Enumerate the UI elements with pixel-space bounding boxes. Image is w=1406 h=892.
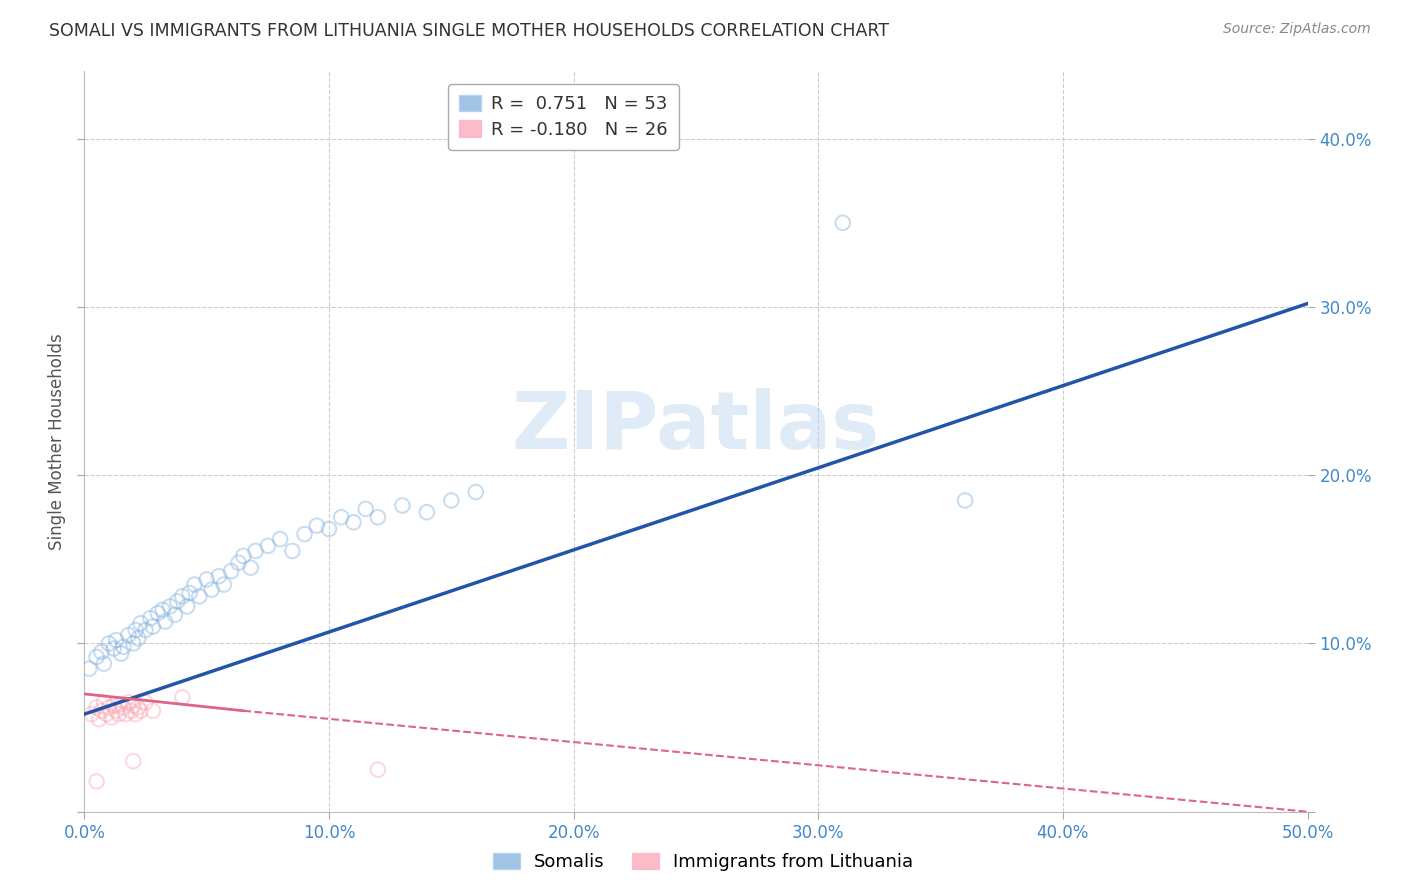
Point (90, 704, 112, 718)
Legend: R =  0.751   N = 53, R = -0.180   N = 26: R = 0.751 N = 53, R = -0.180 N = 26 (449, 84, 679, 150)
Point (105, 633, 128, 648)
Point (159, 599, 181, 614)
Point (97, 636, 120, 650)
Point (142, 619, 165, 633)
Point (117, 628, 139, 642)
Point (354, 501, 377, 516)
Y-axis label: Single Mother Households: Single Mother Households (48, 334, 66, 549)
Point (90, 645, 112, 659)
Point (107, 707, 129, 722)
Point (232, 549, 254, 563)
Point (166, 594, 188, 608)
Text: ZIPatlas: ZIPatlas (512, 388, 880, 466)
Point (129, 616, 152, 631)
Point (142, 704, 165, 718)
Point (330, 510, 353, 524)
Point (86, 774, 108, 789)
Point (135, 695, 157, 709)
Point (281, 544, 304, 558)
Point (367, 763, 389, 777)
Point (122, 636, 145, 650)
Point (228, 556, 250, 570)
Point (831, 216, 853, 230)
Point (257, 539, 280, 553)
Point (269, 532, 291, 546)
Point (208, 569, 231, 583)
Point (219, 564, 242, 578)
Point (122, 754, 145, 768)
Point (176, 599, 198, 614)
Point (100, 710, 122, 724)
Point (117, 695, 139, 709)
Point (120, 704, 142, 718)
Point (127, 700, 149, 714)
Point (80, 707, 103, 722)
Point (342, 516, 364, 530)
Point (112, 640, 135, 654)
Point (146, 606, 169, 620)
Point (135, 623, 157, 637)
Point (367, 510, 389, 524)
Point (97, 700, 120, 714)
Point (125, 707, 148, 722)
Point (77, 662, 100, 676)
Point (416, 505, 439, 519)
Point (152, 603, 174, 617)
Point (103, 698, 125, 713)
Point (105, 704, 128, 718)
Point (86, 649, 108, 664)
Point (163, 607, 186, 622)
Point (172, 590, 194, 604)
Point (86, 700, 108, 714)
Point (122, 698, 145, 713)
Text: SOMALI VS IMMIGRANTS FROM LITHUANIA SINGLE MOTHER HOUSEHOLDS CORRELATION CHART: SOMALI VS IMMIGRANTS FROM LITHUANIA SING… (49, 22, 889, 40)
Point (188, 590, 211, 604)
Point (172, 690, 194, 705)
Point (87, 712, 110, 726)
Point (245, 544, 267, 558)
Point (93, 695, 115, 709)
Point (195, 573, 218, 587)
Point (93, 657, 115, 671)
Text: Source: ZipAtlas.com: Source: ZipAtlas.com (1223, 22, 1371, 37)
Point (239, 560, 262, 574)
Point (96, 707, 118, 722)
Point (953, 493, 976, 508)
Point (110, 647, 132, 661)
Point (212, 577, 235, 591)
Point (318, 522, 340, 536)
Point (179, 586, 201, 600)
Point (200, 582, 222, 597)
Point (183, 577, 205, 591)
Legend: Somalis, Immigrants from Lithuania: Somalis, Immigrants from Lithuania (485, 846, 921, 879)
Point (391, 499, 413, 513)
Point (294, 527, 316, 541)
Point (464, 485, 486, 500)
Point (110, 697, 132, 711)
Point (440, 493, 463, 508)
Point (125, 623, 148, 637)
Point (112, 700, 135, 714)
Point (115, 707, 138, 722)
Point (103, 641, 125, 656)
Point (305, 518, 328, 533)
Point (127, 632, 149, 646)
Point (129, 704, 152, 718)
Point (139, 611, 162, 625)
Point (153, 615, 176, 629)
